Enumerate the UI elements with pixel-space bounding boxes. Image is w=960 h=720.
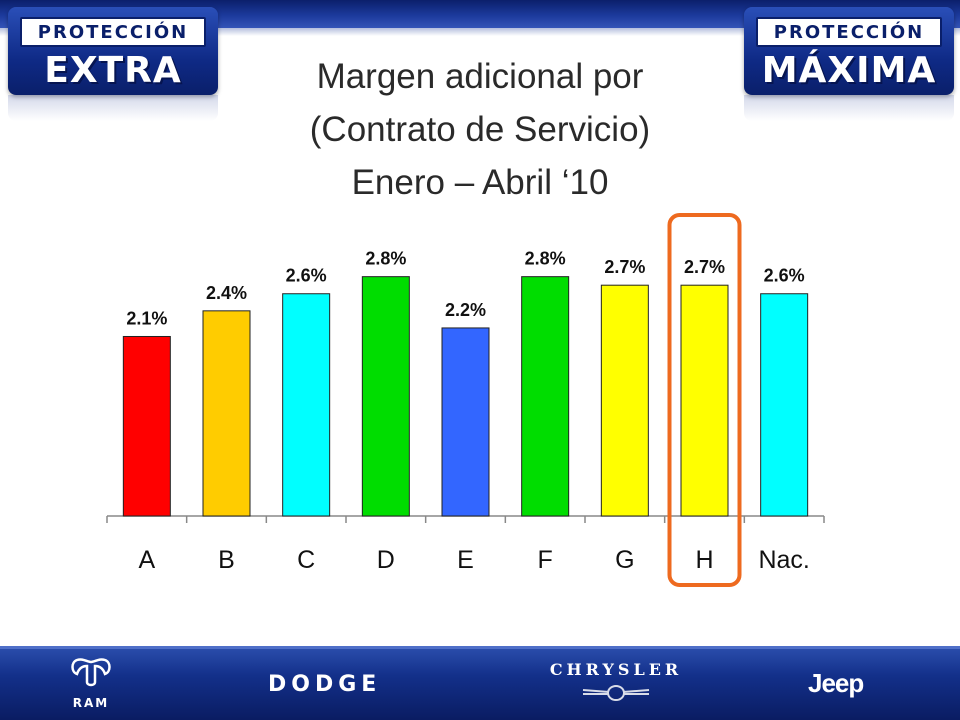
brand-chrysler: CHRYSLER [536,660,696,706]
data-label: 2.8% [525,249,566,269]
title-line-2: (Contrato de Servicio) [309,110,651,149]
category-label: Nac. [758,546,809,574]
ram-head-icon [71,658,111,687]
logo-big-text: EXTRA [44,50,182,91]
footer-brand-bar: RAM DODGE CHRYSLER Jeep [0,646,960,720]
data-label: 2.2% [445,300,486,320]
bar-e [441,327,490,517]
brand-ram: RAM [56,656,126,710]
category-label: E [457,546,474,574]
brand-jeep: Jeep [808,668,864,698]
logo-proteccion-maxima: PROTECCIÓN MÁXIMA [744,7,954,95]
category-label: G [615,546,634,574]
logo-big-text: MÁXIMA [761,50,937,91]
brand-dodge: DODGE [268,672,382,697]
bar-g [600,284,649,517]
brand-ram-label: RAM [72,696,110,710]
category-label: B [218,546,235,574]
logo-proteccion-extra: PROTECCIÓN EXTRA [8,7,218,95]
category-label: H [695,546,713,574]
data-label: 2.7% [604,257,645,277]
bar-h [680,284,729,517]
bar-chart: 2.1% A 2.4% B 2.6% C 2.8% D 2.2% E 2.8% F 2.7% G 2.7% H… [106,213,825,587]
data-label: 2.6% [286,266,327,286]
category-label: C [297,546,315,574]
logo-top-text: PROTECCIÓN [20,17,206,47]
category-label: F [538,546,553,574]
logo-reflection [8,95,218,121]
page-title: Margen adicional por (Contrato de Servic… [230,50,730,209]
bar-nac [760,293,809,517]
category-label: D [377,546,395,574]
data-label: 2.8% [365,249,406,269]
bar-a [122,335,171,517]
title-line-1: Margen adicional por [316,57,644,96]
data-label: 2.7% [684,257,725,277]
bar-b [202,310,251,517]
logo-reflection [744,95,954,121]
brand-chrysler-label: CHRYSLER [549,660,683,679]
bar-c [282,293,331,517]
data-label: 2.4% [206,283,247,303]
data-label: 2.1% [126,308,167,328]
data-label: 2.6% [764,266,805,286]
category-label: A [138,546,155,574]
title-line-3: Enero – Abril ‘10 [351,163,609,202]
bar-f [521,276,570,517]
logo-top-text: PROTECCIÓN [756,17,942,47]
chrysler-wings-icon [582,685,650,701]
highlight-box [667,213,742,587]
bar-d [361,276,410,517]
